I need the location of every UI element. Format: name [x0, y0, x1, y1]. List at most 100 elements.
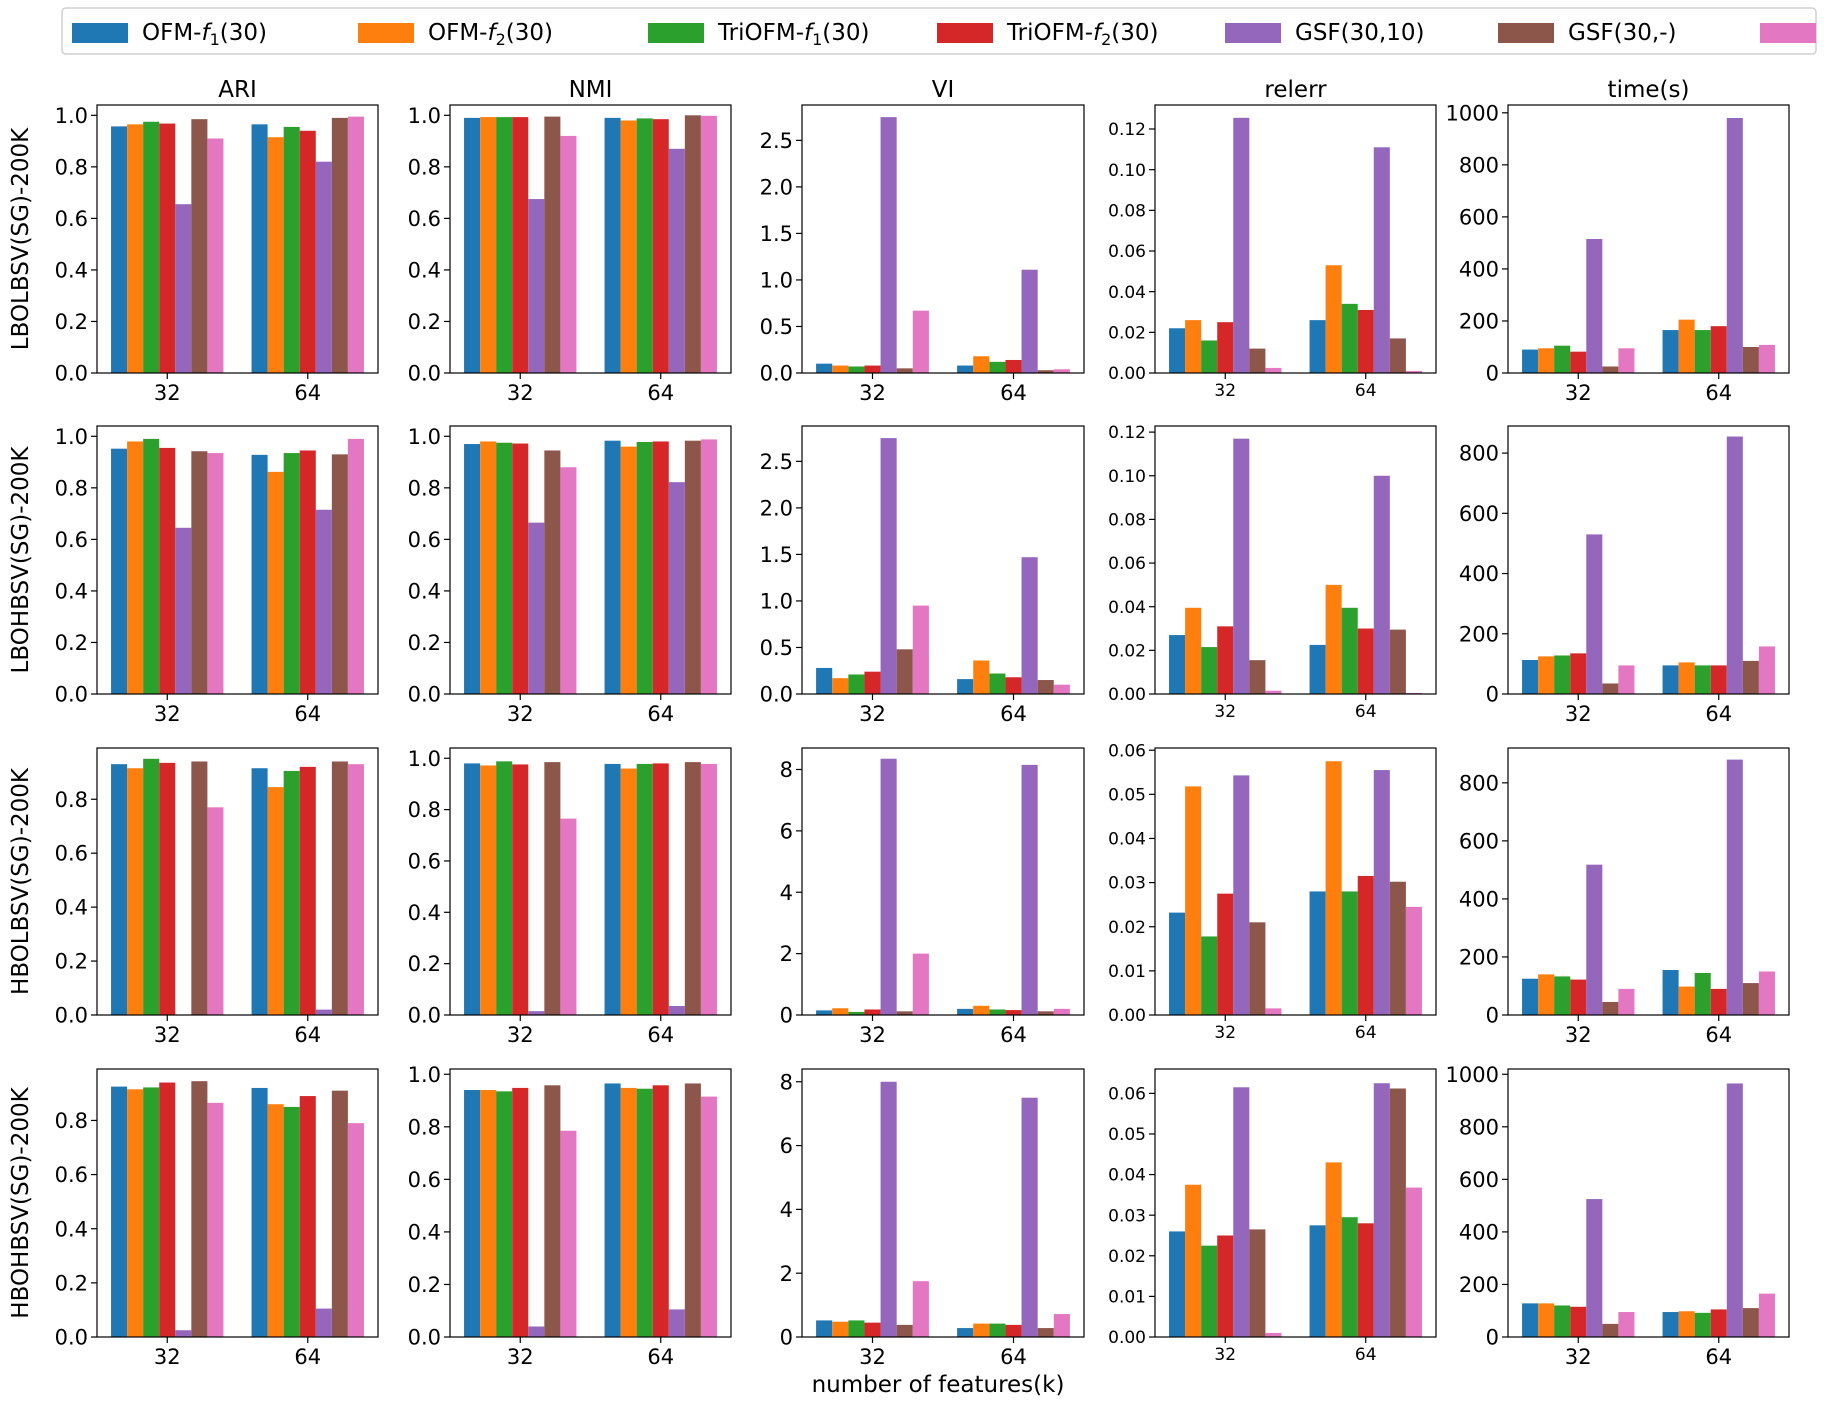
bar: [604, 763, 621, 1015]
legend-label: TriOFM-f1(30): [717, 20, 870, 49]
bar: [848, 1011, 865, 1015]
x-tick-label: 32: [1565, 381, 1592, 405]
bar: [1169, 328, 1186, 373]
bar: [1618, 988, 1635, 1015]
bar: [1185, 607, 1202, 694]
bar: [347, 1123, 364, 1337]
x-tick-label: 32: [154, 1023, 181, 1047]
bar: [1726, 118, 1743, 373]
bar: [1005, 677, 1022, 694]
y-tick-label: 0.4: [408, 579, 441, 603]
y-tick-label: 800: [1459, 771, 1499, 795]
bar: [1726, 759, 1743, 1015]
bar: [1037, 1328, 1054, 1337]
bar: [512, 764, 529, 1015]
x-tick-label: 64: [1000, 381, 1027, 405]
y-tick-label: 0.12: [1108, 423, 1146, 443]
y-tick-label: 2.0: [760, 496, 793, 520]
panel-r3-c2: 0 2 4 6 8 32 64: [780, 1068, 1085, 1369]
x-tick-label: 64: [647, 1345, 674, 1369]
y-tick-label: 0.05: [1108, 785, 1146, 805]
bar: [159, 123, 176, 373]
bar: [1538, 974, 1555, 1015]
bar: [1405, 906, 1422, 1015]
y-tick-label: 800: [1459, 1115, 1499, 1139]
x-axis-label: number of features(k): [812, 1372, 1065, 1398]
y-tick-label: 1000: [1446, 101, 1499, 125]
y-tick-label: 200: [1459, 310, 1499, 334]
bar: [1169, 1231, 1186, 1337]
x-tick-label: 64: [294, 381, 321, 405]
bar: [207, 453, 224, 694]
bar: [700, 1096, 717, 1337]
y-tick-label: 800: [1459, 153, 1499, 177]
bar: [1021, 764, 1038, 1015]
legend-label: GSF(30,10): [1295, 20, 1424, 46]
bar: [1233, 1087, 1250, 1337]
bar: [1201, 936, 1218, 1015]
bar: [816, 667, 833, 694]
x-tick-label: 32: [1214, 702, 1236, 722]
bar: [464, 444, 481, 694]
y-tick-label: 0.04: [1108, 598, 1146, 618]
y-tick-label: 0.02: [1108, 641, 1146, 661]
y-tick-label: 0.00: [1108, 685, 1146, 705]
panel-r1-c4: 0 200 400 600 800 32 64: [1459, 425, 1790, 726]
y-tick-label: 4: [780, 881, 793, 905]
bar: [1389, 881, 1406, 1015]
bar: [127, 768, 144, 1015]
y-tick-label: 0.06: [1108, 554, 1146, 574]
bar: [1742, 660, 1759, 694]
row-label: LBOHBSV(SG)-200K: [8, 446, 34, 674]
x-tick-label: 32: [859, 1023, 886, 1047]
bar: [1538, 656, 1555, 694]
bar: [1309, 1225, 1326, 1337]
bar: [1021, 269, 1038, 373]
y-tick-label: 0.4: [408, 901, 441, 925]
bar: [1522, 1303, 1539, 1337]
y-tick-label: 400: [1459, 1220, 1499, 1244]
bar: [700, 439, 717, 694]
bar: [315, 161, 332, 373]
bar: [299, 1096, 316, 1337]
axes-frame: [801, 747, 1085, 1016]
y-tick-label: 0.6: [55, 207, 88, 231]
bar: [1586, 534, 1603, 694]
bar: [668, 1006, 685, 1015]
bar: [1602, 683, 1619, 694]
bar: [1742, 346, 1759, 373]
bar: [347, 764, 364, 1015]
bar: [1005, 1010, 1022, 1015]
bar: [1618, 665, 1635, 694]
y-tick-label: 0.02: [1108, 918, 1146, 938]
y-tick-label: 0.6: [408, 528, 441, 552]
bar: [989, 673, 1006, 694]
bar: [973, 1323, 990, 1337]
bar: [299, 766, 316, 1015]
bar: [544, 1085, 561, 1337]
y-tick-label: 0.06: [1108, 1084, 1146, 1104]
bar: [480, 117, 497, 373]
y-tick-label: 400: [1459, 257, 1499, 281]
bar: [1678, 1311, 1695, 1337]
bar: [111, 764, 128, 1015]
x-tick-label: 32: [1565, 702, 1592, 726]
axes-frame: [1154, 1068, 1437, 1338]
bar: [1233, 438, 1250, 694]
panel-r1-c3: 0.00 0.02 0.04 0.06 0.08 0.10 0.12 32 64: [1108, 423, 1437, 722]
y-tick-label: 200: [1459, 946, 1499, 970]
y-tick-label: 1000: [1446, 1063, 1499, 1087]
bar: [636, 1088, 653, 1337]
bar: [159, 762, 176, 1015]
bar: [1169, 635, 1186, 694]
bar: [315, 509, 332, 694]
bar: [1726, 1083, 1743, 1337]
row-label: HBOLBSV(SG)-200K: [8, 767, 34, 995]
bar: [652, 441, 669, 694]
bar: [1389, 338, 1406, 373]
y-tick-label: 0.2: [408, 952, 441, 976]
y-tick-label: 600: [1459, 829, 1499, 853]
bar: [1522, 659, 1539, 694]
y-tick-label: 0.6: [408, 850, 441, 874]
bar: [283, 126, 300, 374]
